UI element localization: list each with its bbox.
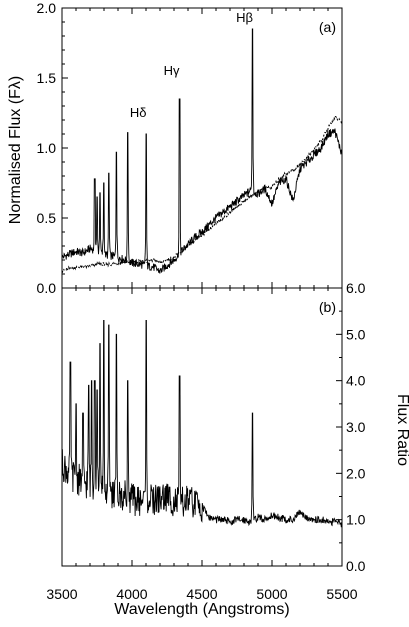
- panel-a-series-solid-line: [62, 28, 342, 274]
- x-axis-title: Wavelength (Angstroms): [114, 601, 289, 618]
- panel-a-line-annotation: Hγ: [164, 63, 180, 78]
- panel-a-series-dotted-line: [62, 116, 342, 274]
- y-axis-title-right: Flux Ratio: [394, 394, 409, 466]
- panel-b-y-tick-label: 4.0: [346, 373, 366, 389]
- panel-b-x-tick-label: 4000: [116, 586, 147, 602]
- panel-b-x-tick-label: 3500: [46, 586, 77, 602]
- panel-a-line-annotation: Hβ: [236, 10, 253, 25]
- panel-b-x-tick-label: 5000: [256, 586, 287, 602]
- panel-b-y-tick-label: 1.0: [346, 512, 366, 528]
- y-axis-title-left: Normalised Flux (Fλ): [7, 76, 24, 224]
- panel-b-y-tick-label: 0.0: [346, 558, 366, 574]
- panel-a-frame: [61, 7, 343, 289]
- panel-b-x-tick-label: 4500: [186, 586, 217, 602]
- panel-a-y-tick-label: 1.0: [37, 140, 57, 156]
- panel-b-y-tick-label: 2.0: [346, 465, 366, 481]
- panel-b-x-tick-label: 5500: [326, 586, 357, 602]
- panel-a-y-tick-label: 1.5: [37, 70, 57, 86]
- panel-a-y-tick-label: 2.0: [37, 0, 57, 16]
- panel-b-label: (b): [319, 299, 336, 315]
- panel-a-label: (a): [319, 19, 336, 35]
- panel-b-series-solid-line: [62, 319, 342, 528]
- panel-a-y-tick-label: 0.0: [37, 280, 57, 296]
- panel-b: 0.0 1.0 2.0 3.0 4.0 5.0 6.0 3500 4000 4500 5000 550…: [46, 280, 365, 602]
- panel-b-y-tick-label: 6.0: [346, 280, 366, 296]
- panel-b-y-tick-label: 5.0: [346, 326, 366, 342]
- panel-a: 0.0 0.5 1.0 1.5 2.0 (a) Hδ Hγ Hβ: [37, 0, 343, 296]
- panel-a-line-annotation: Hδ: [130, 105, 147, 120]
- panel-a-y-tick-label: 0.5: [37, 210, 57, 226]
- panel-b-y-tick-label: 3.0: [346, 419, 366, 435]
